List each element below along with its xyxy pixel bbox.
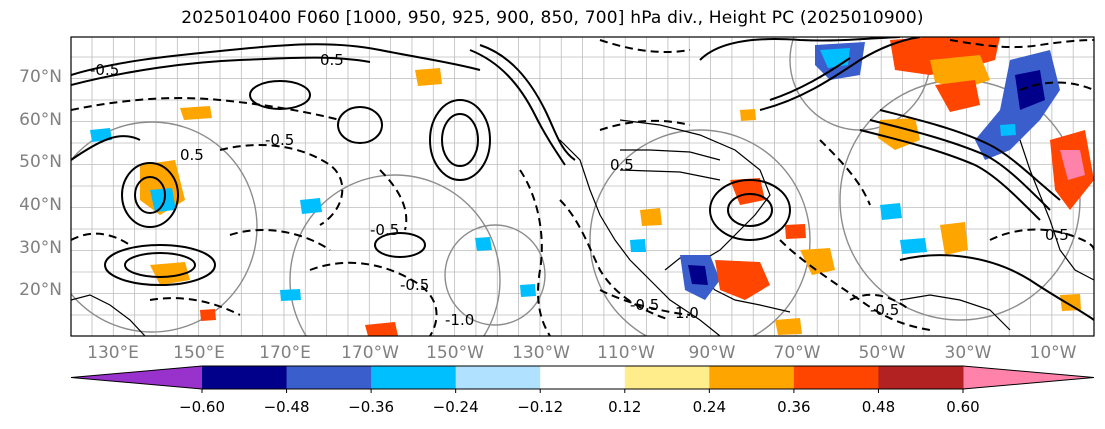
longitude-tick-label: 130°W (512, 343, 570, 363)
longitude-tick-label: 130°E (87, 343, 139, 363)
longitude-tick-label: 170°W (341, 343, 399, 363)
colorbar-band (709, 366, 795, 389)
divergence-shading (90, 37, 1094, 336)
map-frame (70, 36, 1095, 337)
contour-label: 0.5 (320, 51, 344, 69)
colorbar-extend-max (963, 366, 1094, 389)
contour-label: 1.0 (675, 304, 699, 322)
contour-label: 0.5 (1045, 226, 1069, 244)
contour-label: 0.5 (180, 146, 204, 164)
latitude-tick-label: 40°N (19, 195, 62, 215)
longitude-tick-label: 70°W (773, 343, 821, 363)
latitude-tick-label: 70°N (19, 67, 62, 87)
colorbar-tick-label: −0.12 (517, 398, 564, 416)
latitude-tick-label: 30°N (19, 238, 62, 258)
contour-label: 0.5 (610, 156, 634, 174)
colorbar-tick-label: 0.24 (692, 398, 727, 416)
colorbar-tick-label: −0.60 (179, 398, 225, 416)
longitude-tick-label: 50°W (858, 343, 906, 363)
colorbar-band (878, 366, 964, 389)
latitude-tick-label: 60°N (19, 110, 62, 130)
colorbar-band (540, 366, 626, 389)
contour-label: -0.5 (870, 301, 899, 319)
height-contours-negative (71, 39, 1094, 336)
latitude-tick-label: 50°N (19, 152, 62, 172)
longitude-tick-label: 150°E (173, 343, 225, 363)
colorbar-band (624, 366, 710, 389)
contour-label: -0.5 (90, 61, 119, 79)
longitude-tick-label: 30°W (944, 343, 992, 363)
colorbar-tick-label: −0.48 (263, 398, 310, 416)
colorbar-band (455, 366, 541, 389)
longitude-tick-label: 170°E (259, 343, 311, 363)
contour-label: -0.5 (370, 221, 399, 239)
colorbar-extend-min-band (71, 366, 202, 389)
colorbar-band (371, 366, 457, 389)
colorbar-tick-label: 0.12 (608, 398, 642, 416)
longitude-tick-label: 150°W (426, 343, 484, 363)
colorbar-band (202, 366, 288, 389)
colorbar-tick-label: −0.36 (348, 398, 395, 416)
latitude-tick-label: 20°N (19, 280, 62, 300)
contour-labels: -0.5 -0.5 -0.5 -0.5 -0.5 -0.5 0.5 0.5 0.5 0.5 1.0 -… (90, 51, 1069, 329)
map-title: 2025010400 F060 [1000, 950, 925, 900, 85… (181, 8, 924, 28)
colorbar-tick-label: −0.24 (432, 398, 479, 416)
contour-label: -0.5 (630, 296, 659, 314)
longitude-tick-label: 110°W (597, 343, 655, 363)
longitude-tick-label: 10°W (1029, 343, 1077, 363)
colorbar-band (286, 366, 372, 389)
contour-label: -1.0 (445, 311, 474, 329)
colorbar-tick-label: 0.60 (946, 398, 980, 416)
contour-label: -0.5 (265, 131, 294, 149)
contour-label: -0.5 (400, 276, 429, 294)
colorbar-band (793, 366, 879, 389)
longitude-tick-label: 90°W (688, 343, 736, 363)
colorbar-tick-label: 0.36 (777, 398, 811, 416)
colorbar-tick-label: 0.48 (861, 398, 896, 416)
height-contours-positive (71, 37, 1094, 321)
